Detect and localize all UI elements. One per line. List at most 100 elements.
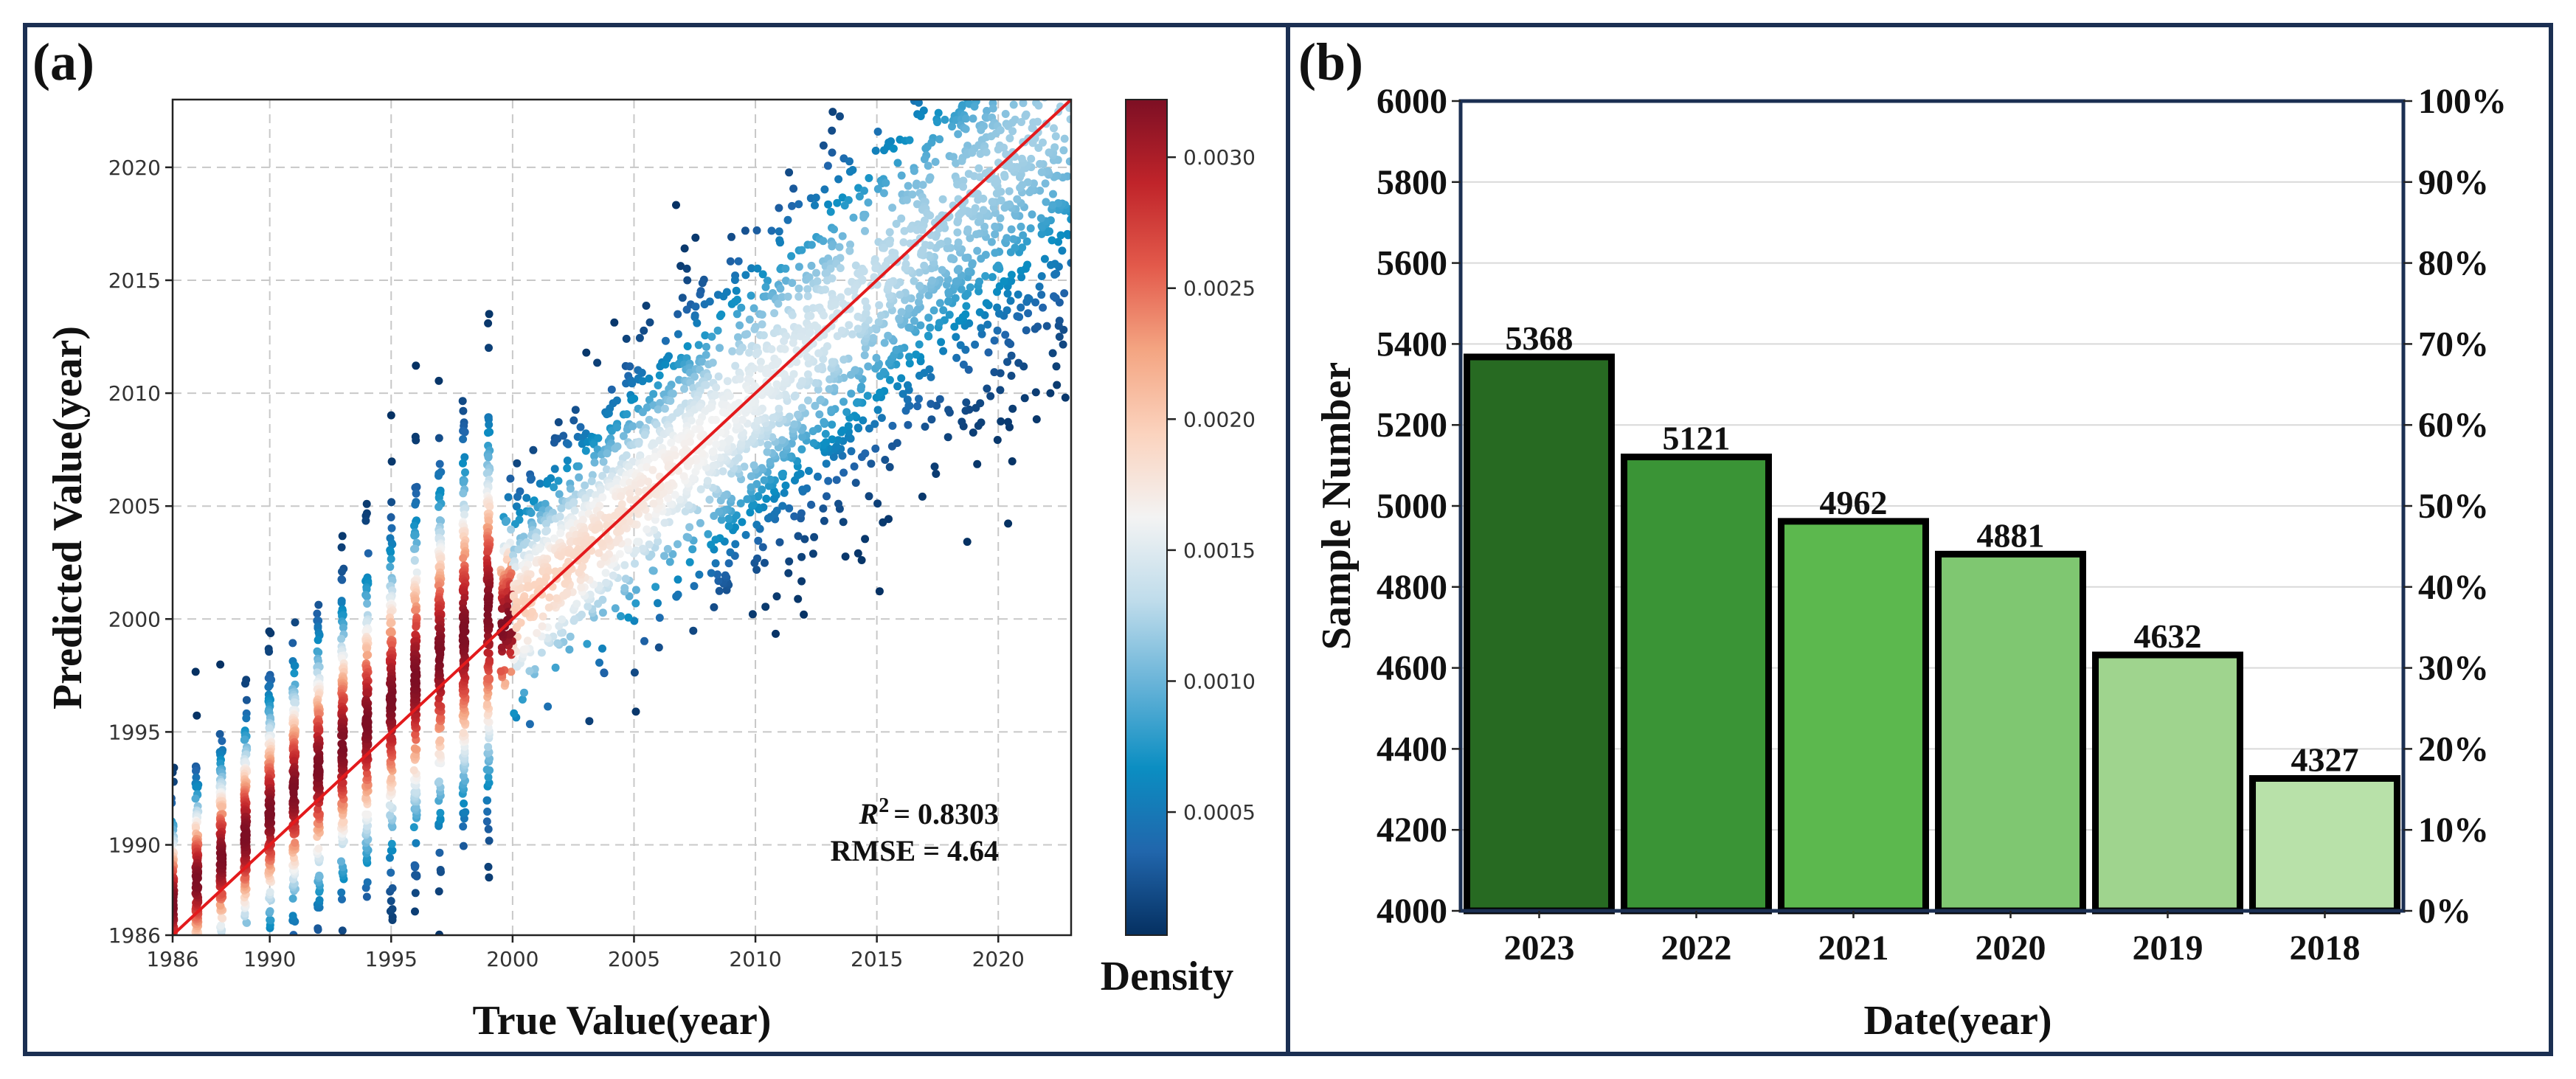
- scatter-point: [1048, 349, 1057, 358]
- colorbar-tick-label: 0.0005: [1183, 800, 1256, 825]
- scatter-point: [713, 326, 722, 335]
- scatter-point: [665, 558, 674, 566]
- scatter-point: [797, 552, 806, 561]
- scatter-point: [545, 593, 554, 602]
- scatter-point: [570, 615, 579, 624]
- scatter-point: [772, 592, 781, 601]
- scatter-point: [908, 190, 917, 199]
- scatter-point: [880, 146, 888, 155]
- scatter-point: [436, 814, 445, 823]
- scatter-point: [961, 406, 970, 415]
- scatter-point: [719, 292, 728, 301]
- scatter-point: [685, 501, 693, 510]
- scatter-point: [537, 648, 546, 657]
- scatter-point: [600, 668, 609, 677]
- scatter-point: [690, 582, 699, 591]
- scatter-point: [809, 549, 817, 558]
- scatter-point: [364, 549, 373, 558]
- scatter-point: [834, 175, 843, 184]
- y-tick-label: 5800: [1377, 163, 1447, 202]
- scatter-point: [436, 866, 445, 874]
- scatter-point: [622, 334, 631, 343]
- scatter-point: [1027, 154, 1036, 163]
- scatter-point: [705, 496, 714, 504]
- scatter-point: [910, 316, 918, 325]
- panel-a-label: (a): [32, 32, 94, 91]
- scatter-point: [811, 193, 820, 202]
- scatter-point: [513, 459, 522, 468]
- scatter-point: [459, 771, 468, 780]
- scatter-point: [889, 145, 898, 153]
- scatter-point: [778, 502, 787, 510]
- scatter-point: [788, 279, 797, 288]
- scatter-point: [772, 360, 780, 369]
- scatter-point: [542, 519, 550, 528]
- scatter-point: [1013, 195, 1022, 204]
- scatter-point: [496, 667, 505, 676]
- scatter-point: [731, 540, 740, 549]
- scatter-point: [1050, 270, 1059, 279]
- scatter-point: [290, 662, 299, 670]
- scatter-point: [216, 951, 224, 959]
- scatter-point: [957, 285, 966, 294]
- scatter-point: [828, 148, 837, 157]
- scatter-point: [977, 324, 986, 333]
- scatter-point: [705, 297, 714, 306]
- scatter-point: [502, 555, 511, 564]
- scatter-point: [794, 410, 802, 419]
- scatter-point: [337, 888, 346, 897]
- scatter-point: [484, 453, 493, 462]
- scatter-point: [963, 289, 972, 298]
- scatter-point: [434, 471, 443, 480]
- scatter-point: [1050, 124, 1058, 133]
- scatter-point: [813, 277, 822, 285]
- scatter-point: [459, 459, 467, 468]
- scatter-point: [1067, 215, 1071, 223]
- scatter-point: [1033, 117, 1042, 126]
- scatter-point: [387, 498, 396, 507]
- scatter-point: [1049, 190, 1057, 198]
- scatter-point: [541, 499, 550, 508]
- scatter-point: [1060, 289, 1069, 298]
- scatter-point: [595, 659, 603, 667]
- secondary-y-tick-label: 90%: [2418, 163, 2489, 202]
- scatter-point: [838, 193, 847, 202]
- scatter-point: [861, 226, 869, 235]
- scatter-point: [735, 347, 744, 355]
- scatter-point: [315, 896, 324, 904]
- scatter-point: [915, 298, 923, 307]
- scatter-point: [884, 331, 893, 340]
- scatter-point: [516, 618, 525, 627]
- scatter-point: [867, 459, 876, 468]
- scatter-point: [823, 162, 832, 170]
- scatter-point: [962, 114, 970, 123]
- scatter-point: [789, 370, 798, 378]
- scatter-point: [788, 310, 797, 319]
- scatter-point: [811, 201, 819, 209]
- scatter-point: [996, 386, 1005, 395]
- scatter-point: [732, 286, 741, 295]
- scatter-point: [752, 566, 761, 574]
- scatter-point: [1009, 100, 1018, 109]
- scatter-point: [483, 700, 491, 709]
- scatter-point: [661, 360, 670, 369]
- scatter-point: [752, 226, 761, 235]
- scatter-point: [876, 311, 885, 320]
- scatter-point: [411, 674, 420, 683]
- scatter-point: [916, 112, 925, 120]
- x-tick-label: 2015: [851, 947, 903, 971]
- scatter-point: [1019, 231, 1028, 240]
- scatter-point: [710, 603, 719, 611]
- scatter-point: [583, 639, 592, 648]
- scatter-point: [1050, 292, 1058, 301]
- scatter-point: [598, 644, 606, 653]
- scatter-point: [386, 853, 394, 862]
- scatter-point: [896, 291, 904, 299]
- scatter-point: [459, 822, 468, 831]
- scatter-point: [964, 365, 973, 374]
- scatter-point: [218, 945, 226, 953]
- scatter-point: [459, 406, 468, 415]
- scatter-point: [435, 459, 444, 468]
- scatter-point: [741, 530, 750, 539]
